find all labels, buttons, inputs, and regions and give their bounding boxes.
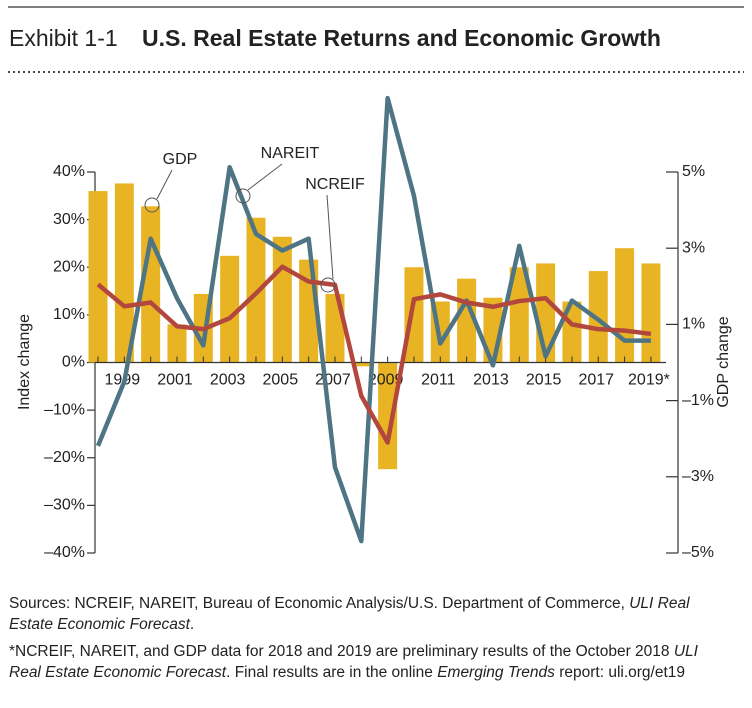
bar [272, 236, 292, 363]
callout-leader [156, 169, 173, 200]
bar [114, 183, 134, 363]
x-tick-label: 2011 [421, 372, 456, 389]
note-text: Sources: NCREIF, NAREIT, Bureau of Econo… [9, 595, 630, 612]
bar [615, 248, 635, 363]
y-tick-label: –20% [44, 449, 85, 466]
bar [509, 267, 529, 363]
y2-tick-label: 1% [682, 316, 705, 333]
line-series [95, 95, 651, 544]
x-tick-label: 2019* [628, 372, 670, 389]
y2-tick-label: 5% [682, 163, 705, 180]
callout-leader [247, 163, 283, 191]
bar [246, 217, 266, 363]
chart-title: U.S. Real Estate Returns and Economic Gr… [142, 25, 661, 51]
bar [378, 362, 398, 470]
bar [351, 362, 371, 367]
footnote: *NCREIF, NAREIT, and GDP data for 2018 a… [9, 641, 729, 683]
y2-tick-label: –3% [682, 468, 714, 485]
note-text: . [189, 616, 195, 633]
chart: Exhibit 1-1 U.S. Real Estate Returns and… [8, 6, 744, 561]
y2-axis-label: GDP change [715, 316, 732, 407]
plot: –40% –30% –20% –10% 0% 10% 20% 30% 40% –5% –3% –1% 1… [44, 95, 714, 561]
y-tick-label: 0% [62, 354, 85, 371]
note-text: *NCREIF, NAREIT, and GDP data for 2018 a… [9, 643, 674, 660]
x-tick-label: 2005 [263, 372, 299, 389]
callout-circle [235, 188, 251, 204]
bar [641, 263, 661, 363]
y-tick-label: –10% [44, 401, 85, 418]
note-text: . Final results are in the online [226, 664, 438, 681]
bar [588, 271, 608, 363]
note-text: Emerging Trends [437, 664, 555, 681]
legend-label: NAREIT [261, 145, 320, 162]
x-tick-label: 2007 [315, 372, 351, 389]
x-tick-label: 2017 [578, 372, 614, 389]
note-text: ULI Real Estate Economic Forecast [9, 643, 698, 681]
legend-label: NCREIF [305, 176, 365, 193]
sources-note: Sources: NCREIF, NAREIT, Bureau of Econo… [9, 593, 729, 635]
y-tick-label: –30% [44, 497, 85, 514]
callout-leader [326, 194, 334, 280]
x-tick-label: 2009 [368, 372, 404, 389]
note-text: report: uli.org/et19 [554, 664, 686, 681]
y-tick-label: –40% [44, 544, 85, 561]
y2-tick-label: –1% [682, 392, 714, 409]
bar [88, 191, 108, 363]
x-tick-label: 2001 [157, 372, 193, 389]
callout-circle [320, 277, 336, 293]
legend-label: GDP [163, 151, 198, 168]
bar [404, 267, 424, 363]
note-text: ULI Real Estate Economic Forecast [9, 595, 690, 633]
bar [220, 255, 240, 363]
y-tick-label: 40% [53, 163, 85, 180]
x-tick-label: 2013 [473, 372, 509, 389]
y2-tick-label: 3% [682, 239, 705, 256]
exhibit-label: Exhibit 1-1 [9, 25, 118, 51]
x-tick-label: 2015 [526, 372, 562, 389]
y-axis-label: Index change [16, 314, 33, 410]
callout-circle [144, 197, 160, 213]
line-series [96, 264, 652, 445]
y2-tick-label: –5% [682, 544, 714, 561]
y-tick-label: 10% [53, 306, 85, 323]
bar [167, 324, 187, 363]
y-tick-label: 30% [53, 211, 85, 228]
y-tick-label: 20% [53, 258, 85, 275]
x-tick-label: 2003 [210, 372, 246, 389]
